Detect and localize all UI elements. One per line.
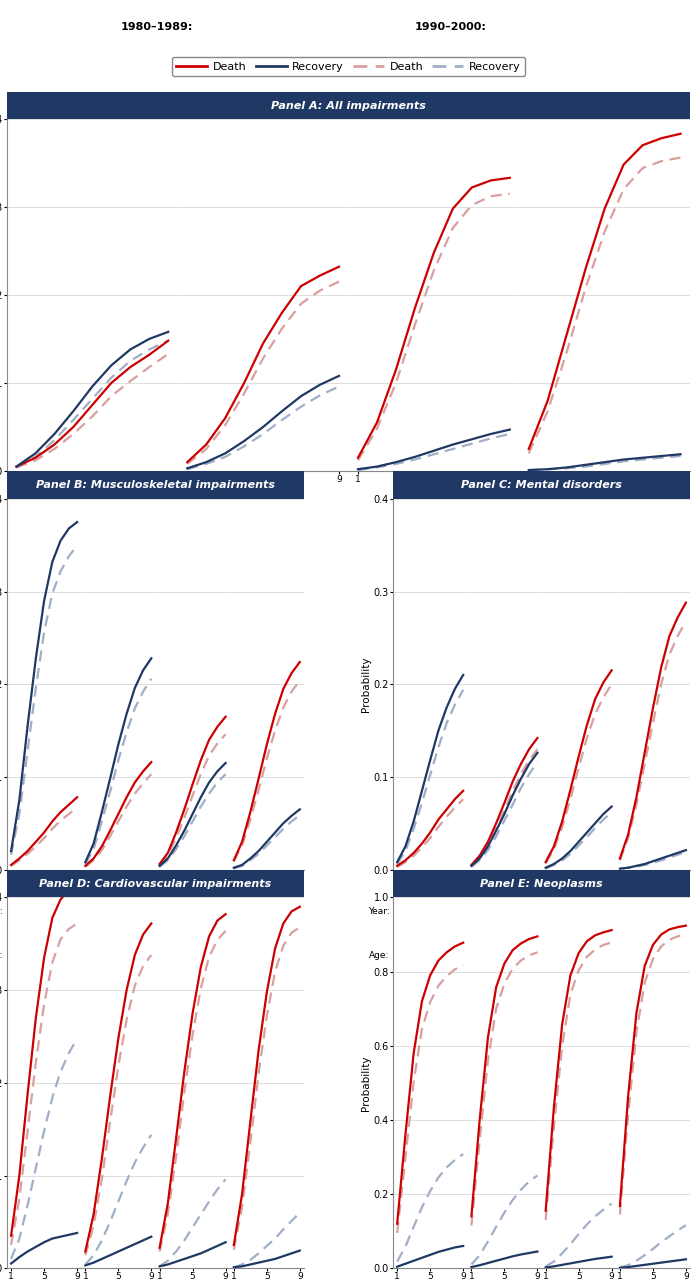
- Y-axis label: Probability: Probability: [361, 656, 371, 712]
- Text: Panel E: Neoplasms: Panel E: Neoplasms: [480, 879, 603, 889]
- Text: 51–55: 51–55: [591, 548, 618, 557]
- Text: Age:: Age:: [369, 951, 390, 961]
- Text: 41–50: 41–50: [565, 951, 592, 961]
- Text: 31–40: 31–40: [250, 548, 277, 557]
- Text: Panel C: Mental disorders: Panel C: Mental disorders: [461, 480, 622, 489]
- Text: 31–40: 31–40: [491, 951, 518, 961]
- Text: Panel B: Musculoskeletal impairments: Panel B: Musculoskeletal impairments: [36, 480, 275, 489]
- Text: Year:: Year:: [0, 907, 3, 916]
- Text: Panel D: Cardiovascular impairments: Panel D: Cardiovascular impairments: [39, 879, 272, 889]
- Text: 51–55: 51–55: [253, 951, 281, 961]
- Text: Year:: Year:: [367, 907, 390, 916]
- Y-axis label: Probability: Probability: [361, 1056, 371, 1111]
- Text: 41–50: 41–50: [420, 548, 447, 557]
- Text: 51–55: 51–55: [639, 951, 666, 961]
- Text: 20–30: 20–30: [417, 951, 444, 961]
- Text: Age:: Age:: [0, 951, 3, 961]
- Text: 41–50: 41–50: [179, 951, 206, 961]
- Text: Panel A: All impairments: Panel A: All impairments: [271, 100, 426, 110]
- Text: 1990–2000:: 1990–2000:: [415, 22, 487, 32]
- Text: 20–30: 20–30: [31, 951, 58, 961]
- Text: 31–40: 31–40: [105, 951, 132, 961]
- Text: 1980–1989:: 1980–1989:: [121, 22, 194, 32]
- Legend: Death, Recovery, Death, Recovery: Death, Recovery, Death, Recovery: [172, 58, 525, 76]
- Text: 20–30: 20–30: [79, 548, 106, 557]
